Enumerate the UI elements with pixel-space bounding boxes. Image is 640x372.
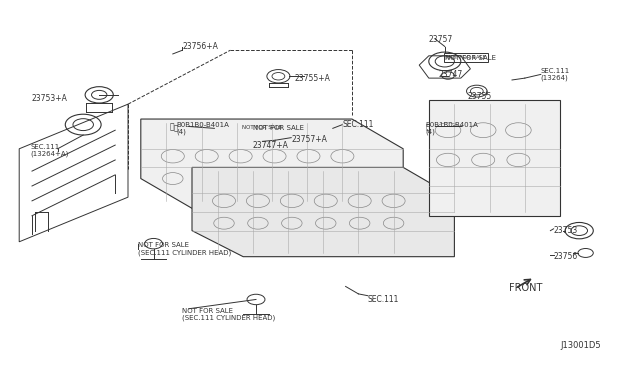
Text: SEC.111: SEC.111 xyxy=(368,295,399,304)
Polygon shape xyxy=(192,167,454,257)
Text: NOT FOR SALE
(SEC.111 CYLINDER HEAD): NOT FOR SALE (SEC.111 CYLINDER HEAD) xyxy=(138,243,231,256)
Text: B0B1B0-B401A
(4): B0B1B0-B401A (4) xyxy=(426,122,479,135)
Polygon shape xyxy=(141,119,403,208)
Text: 23747: 23747 xyxy=(438,70,463,79)
Text: NOT FOR SALE: NOT FOR SALE xyxy=(253,125,304,131)
Text: SEC.111
(13264): SEC.111 (13264) xyxy=(541,68,570,81)
Text: 23757: 23757 xyxy=(429,35,453,44)
Text: SEC.111: SEC.111 xyxy=(342,120,374,129)
Text: 23755+A: 23755+A xyxy=(294,74,330,83)
Text: 23755: 23755 xyxy=(467,92,492,101)
Text: FRONT: FRONT xyxy=(509,283,542,293)
Text: NOT FOR SALE: NOT FOR SALE xyxy=(445,55,496,61)
Text: NOT FOR SALE: NOT FOR SALE xyxy=(446,55,486,60)
Text: 23753+A: 23753+A xyxy=(31,94,67,103)
Text: Ⓑ: Ⓑ xyxy=(426,123,429,130)
Text: SEC.111
(13264+A): SEC.111 (13264+A) xyxy=(31,144,69,157)
Text: Ⓑ: Ⓑ xyxy=(169,123,174,132)
Text: Ⓑ: Ⓑ xyxy=(174,124,178,131)
Text: 23757+A: 23757+A xyxy=(291,135,327,144)
Text: NOT FOR SALE: NOT FOR SALE xyxy=(243,125,282,131)
Text: NOT FOR SALE
(SEC.111 CYLINDER HEAD): NOT FOR SALE (SEC.111 CYLINDER HEAD) xyxy=(182,308,276,321)
Text: 23756+A: 23756+A xyxy=(182,42,218,51)
Text: 23753: 23753 xyxy=(554,226,578,235)
Text: B0B1B0-B401A
(4): B0B1B0-B401A (4) xyxy=(176,122,229,135)
Text: 23756: 23756 xyxy=(554,252,578,261)
Text: 23747+A: 23747+A xyxy=(253,141,289,150)
Text: J13001D5: J13001D5 xyxy=(560,341,600,350)
Polygon shape xyxy=(429,100,560,216)
